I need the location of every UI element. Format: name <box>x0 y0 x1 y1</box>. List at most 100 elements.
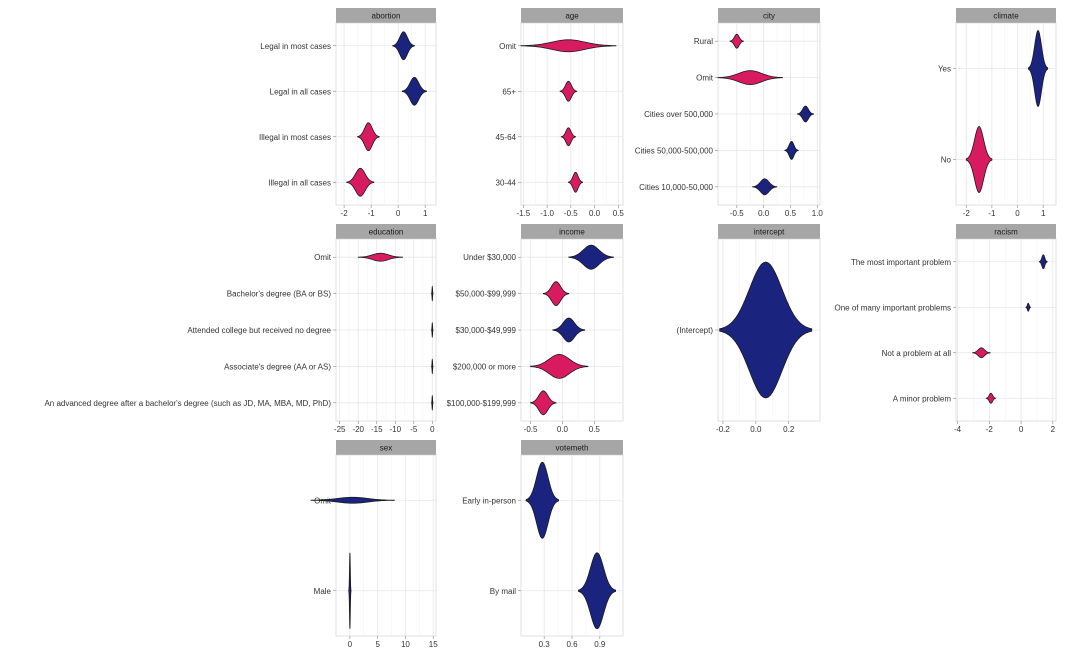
x-tick-label: 0.5 <box>589 425 601 434</box>
x-tick-label: 0 <box>348 640 353 649</box>
violin-Rural <box>729 33 744 49</box>
category-label: $30,000-$49,999 <box>456 326 517 335</box>
x-tick-label: 0.9 <box>594 640 606 649</box>
x-tick-label: 0.5 <box>785 209 797 218</box>
category-label: (Intercept) <box>677 326 714 335</box>
x-tick-label: 0.3 <box>539 640 551 649</box>
panel-age: age -1.5 -1.0 -0.5 0.0 0.5 Omit 65+ 45-64 30-44 <box>496 8 625 218</box>
x-tick-label: -1 <box>988 209 996 218</box>
x-tick-label: -0.5 <box>730 209 744 218</box>
strip-education <box>336 224 436 239</box>
violin-Yes <box>1028 29 1049 108</box>
strip-label: intercept <box>754 228 785 237</box>
x-tick-label: 0 <box>1015 209 1020 218</box>
category-label: Illegal in all cases <box>268 178 331 187</box>
x-tick-label: 1 <box>1041 209 1046 218</box>
violin-Not a problem at all <box>972 347 991 359</box>
x-tick-label: 0.2 <box>783 425 795 434</box>
x-tick-label: -15 <box>371 425 383 434</box>
strip-label: income <box>559 228 585 237</box>
category-label: Omit <box>696 74 714 83</box>
strip-label: climate <box>993 12 1019 21</box>
violin-Bachelor's degree (BA or BS) <box>431 285 434 302</box>
violin-Early in-person <box>525 461 559 539</box>
x-tick-label: -2 <box>341 209 349 218</box>
x-tick-label: -4 <box>954 425 962 434</box>
panel-city: city -0.5 0.0 0.5 1.0 Rural Omit Cities over 50… <box>635 8 824 218</box>
violin-$30,000-$49,999 <box>552 317 586 343</box>
category-label: The most important problem <box>851 258 951 267</box>
panel-votemeth: votemeth 0.3 0.6 0.9 Early in-person By mail <box>462 440 624 649</box>
x-tick-label: -0.5 <box>564 209 578 218</box>
panel-abortion: abortion -2 -1 0 1 Legal in most cases Legal i… <box>259 8 437 218</box>
violin-45-64 <box>560 127 576 147</box>
violin-A minor problem <box>985 392 997 404</box>
x-tick-label: -2 <box>986 425 994 434</box>
violin-Omit <box>357 252 404 262</box>
x-tick-label: 0.5 <box>613 209 625 218</box>
x-tick-label: -5 <box>410 425 418 434</box>
x-tick-label: 0.0 <box>589 209 601 218</box>
violin-(Intercept) <box>719 261 813 399</box>
strip-racism <box>956 224 1056 239</box>
category-label: $200,000 or more <box>453 362 517 371</box>
x-tick-label: 0.0 <box>750 425 762 434</box>
category-label: Cities over 500,000 <box>644 110 713 119</box>
x-tick-label: -0.2 <box>716 425 730 434</box>
category-label: Not a problem at all <box>882 349 952 358</box>
x-tick-label: 10 <box>401 640 410 649</box>
x-tick-label: 0 <box>396 209 401 218</box>
category-label: An advanced degree after a bachelor's de… <box>44 399 331 408</box>
strip-label: racism <box>994 228 1018 237</box>
strip-label: city <box>763 12 775 21</box>
plot-area <box>520 22 624 206</box>
x-tick-label: 0.6 <box>566 640 578 649</box>
panel-racism: racism -4 -2 0 2 The most important problem On… <box>835 224 1057 434</box>
category-label: Legal in all cases <box>270 87 331 96</box>
violin-$50,000-$99,999 <box>542 281 570 307</box>
category-label: Attended college but received no degree <box>187 326 331 335</box>
x-tick-label: -1.0 <box>540 209 554 218</box>
x-tick-label: -1.5 <box>516 209 530 218</box>
category-label: Omit <box>314 253 332 262</box>
violin-$200,000 or more <box>530 353 589 379</box>
x-tick-label: -1 <box>368 209 376 218</box>
category-label: Yes <box>938 65 951 74</box>
category-label: Omit <box>499 42 517 51</box>
violin-Cities over 500,000 <box>797 105 814 123</box>
strip-sex <box>336 440 436 455</box>
x-tick-label: 15 <box>429 640 438 649</box>
violin-Omit <box>520 39 617 53</box>
violin-$100,000-$199,999 <box>530 390 557 416</box>
x-tick-label: 1 <box>423 209 428 218</box>
x-tick-label: -20 <box>352 425 364 434</box>
x-tick-label: 0 <box>430 425 435 434</box>
violin-An advanced degree after a bachelor's degree (such as JD, MA, MBA, MD, PhD) <box>431 394 434 411</box>
category-label: A minor problem <box>893 394 952 403</box>
x-tick-label: 1.0 <box>812 209 824 218</box>
x-tick-label: 2 <box>1051 425 1056 434</box>
category-label: Bachelor's degree (BA or BS) <box>227 290 332 299</box>
x-tick-label: 5 <box>375 640 380 649</box>
plot-area <box>335 454 437 637</box>
strip-label: abortion <box>372 12 401 21</box>
violin-Male <box>348 552 352 629</box>
x-tick-label: 0 <box>1019 425 1024 434</box>
violin-Illegal in all cases <box>346 167 375 197</box>
violin-Omit <box>310 496 395 504</box>
strip-label: sex <box>380 444 392 453</box>
violin-Legal in most cases <box>392 31 415 61</box>
strip-label: age <box>565 12 579 21</box>
strip-climate <box>956 8 1056 23</box>
strip-age <box>521 8 623 23</box>
violin-Under $30,000 <box>568 244 614 270</box>
category-label: One of many important problems <box>835 303 952 312</box>
plot-area <box>955 238 1057 422</box>
panel-income: income -0.5 0.0 0.5 Under $30,000 $50,000-$99… <box>447 224 624 434</box>
violin-Associate's degree (AA or AS) <box>431 358 434 375</box>
violin-65+ <box>559 80 578 102</box>
violin-One of many important problems <box>1025 302 1031 312</box>
category-label: 45-64 <box>496 133 517 142</box>
violin-Attended college but received no degree <box>431 322 434 338</box>
